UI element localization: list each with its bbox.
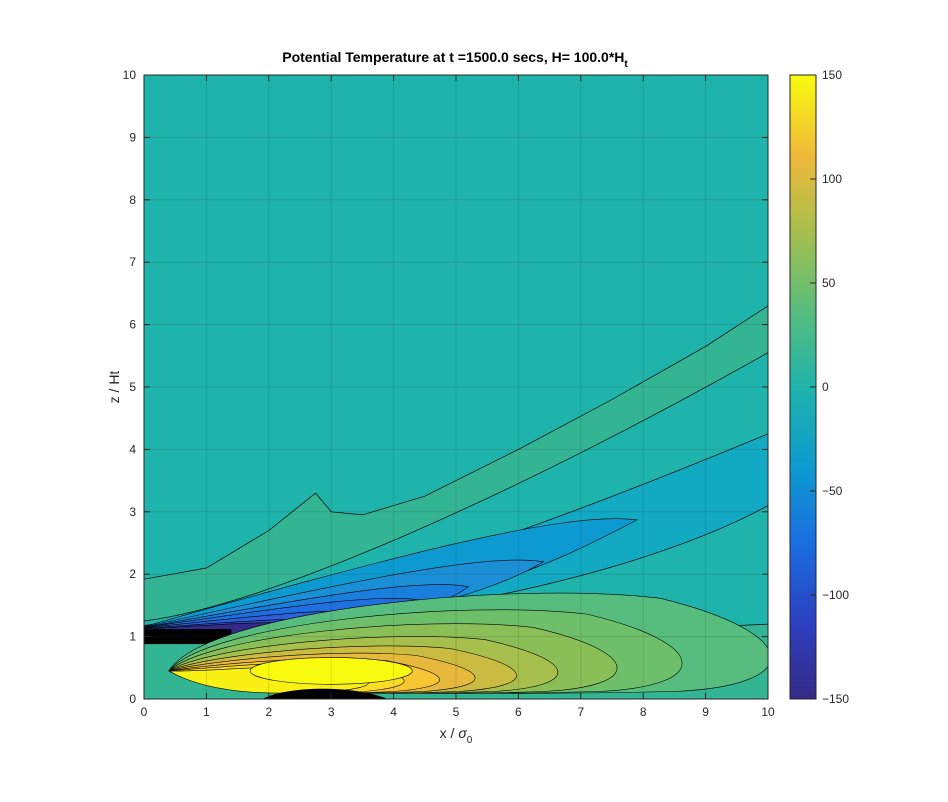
- colorbar-tick-label: 50: [822, 276, 836, 290]
- colorbar-tick-label: 100: [822, 172, 842, 186]
- y-tick-label: 8: [129, 193, 136, 207]
- y-axis-ticks: 0 1 2 3 4 5 6 7 8 9 10: [123, 68, 768, 706]
- colorbar-ticks: 150 100 50 0 −50 −100 −150: [810, 68, 849, 706]
- contour-dense-ground: [262, 688, 388, 699]
- x-tick-label: 2: [265, 705, 272, 719]
- x-tick-label: 8: [640, 705, 647, 719]
- contour-core-positive: [249, 657, 413, 685]
- y-axis-label: z / Ht: [106, 371, 122, 404]
- y-tick-label: 5: [129, 380, 136, 394]
- colorbar-tick-label: −150: [822, 692, 849, 706]
- y-tick-label: 2: [129, 567, 136, 581]
- y-tick-label: 9: [129, 130, 136, 144]
- x-tick-label: 6: [515, 705, 522, 719]
- x-tick-label: 9: [702, 705, 709, 719]
- x-tick-label: 4: [390, 705, 397, 719]
- x-tick-label: 10: [761, 705, 775, 719]
- colorbar-tick-label: 150: [822, 68, 842, 82]
- y-tick-label: 10: [123, 68, 137, 82]
- contour-field: [144, 305, 768, 699]
- colorbar-tick-label: 0: [822, 380, 829, 394]
- x-tick-label: 0: [141, 705, 148, 719]
- x-tick-label: 3: [328, 705, 335, 719]
- colorbar-tick-label: −100: [822, 588, 849, 602]
- y-tick-label: 7: [129, 255, 136, 269]
- y-tick-label: 3: [129, 505, 136, 519]
- y-tick-label: 1: [129, 630, 136, 644]
- chart-title: Potential Temperature at t =1500.0 secs,…: [282, 49, 628, 70]
- x-axis-label: x / σ0: [440, 725, 473, 746]
- y-tick-label: 6: [129, 318, 136, 332]
- x-tick-label: 7: [577, 705, 584, 719]
- grid-lines: [144, 75, 768, 699]
- x-axis-ticks: 0 1 2 3 4 5 6 7 8 9 10: [141, 75, 775, 719]
- y-tick-label: 0: [129, 692, 136, 706]
- contour-dense-band: [144, 629, 232, 645]
- y-tick-label: 4: [129, 442, 136, 456]
- x-tick-label: 1: [203, 705, 210, 719]
- colorbar-tick-label: −50: [822, 484, 843, 498]
- x-tick-label: 5: [453, 705, 460, 719]
